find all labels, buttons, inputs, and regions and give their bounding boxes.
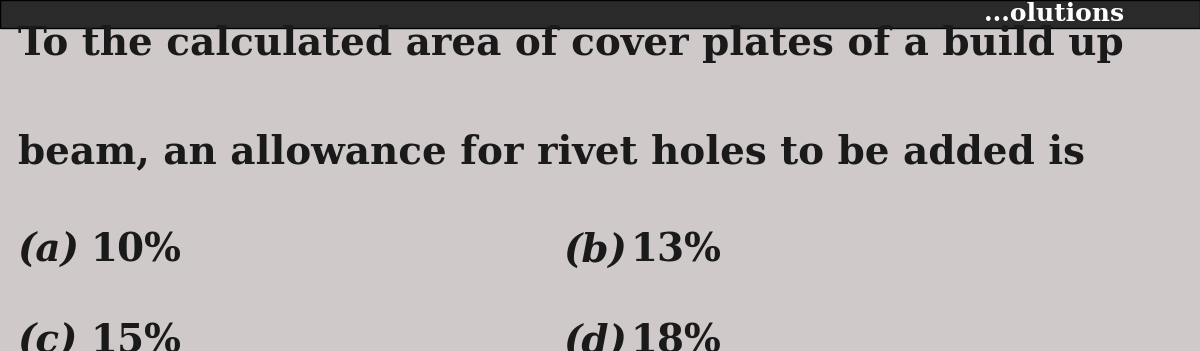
Text: (a): (a)	[18, 232, 80, 270]
Text: 10%: 10%	[90, 232, 181, 270]
Text: beam, an allowance for rivet holes to be added is: beam, an allowance for rivet holes to be…	[18, 133, 1085, 171]
Text: (c): (c)	[18, 323, 78, 351]
Text: 18%: 18%	[630, 323, 721, 351]
Text: 13%: 13%	[630, 232, 721, 270]
Text: (d): (d)	[564, 323, 628, 351]
Text: To the calculated area of cover plates of a build up: To the calculated area of cover plates o…	[18, 25, 1123, 62]
Text: 15%: 15%	[90, 323, 181, 351]
Text: ...olutions: ...olutions	[984, 2, 1124, 26]
FancyBboxPatch shape	[0, 0, 1200, 28]
Text: (b): (b)	[564, 232, 628, 270]
